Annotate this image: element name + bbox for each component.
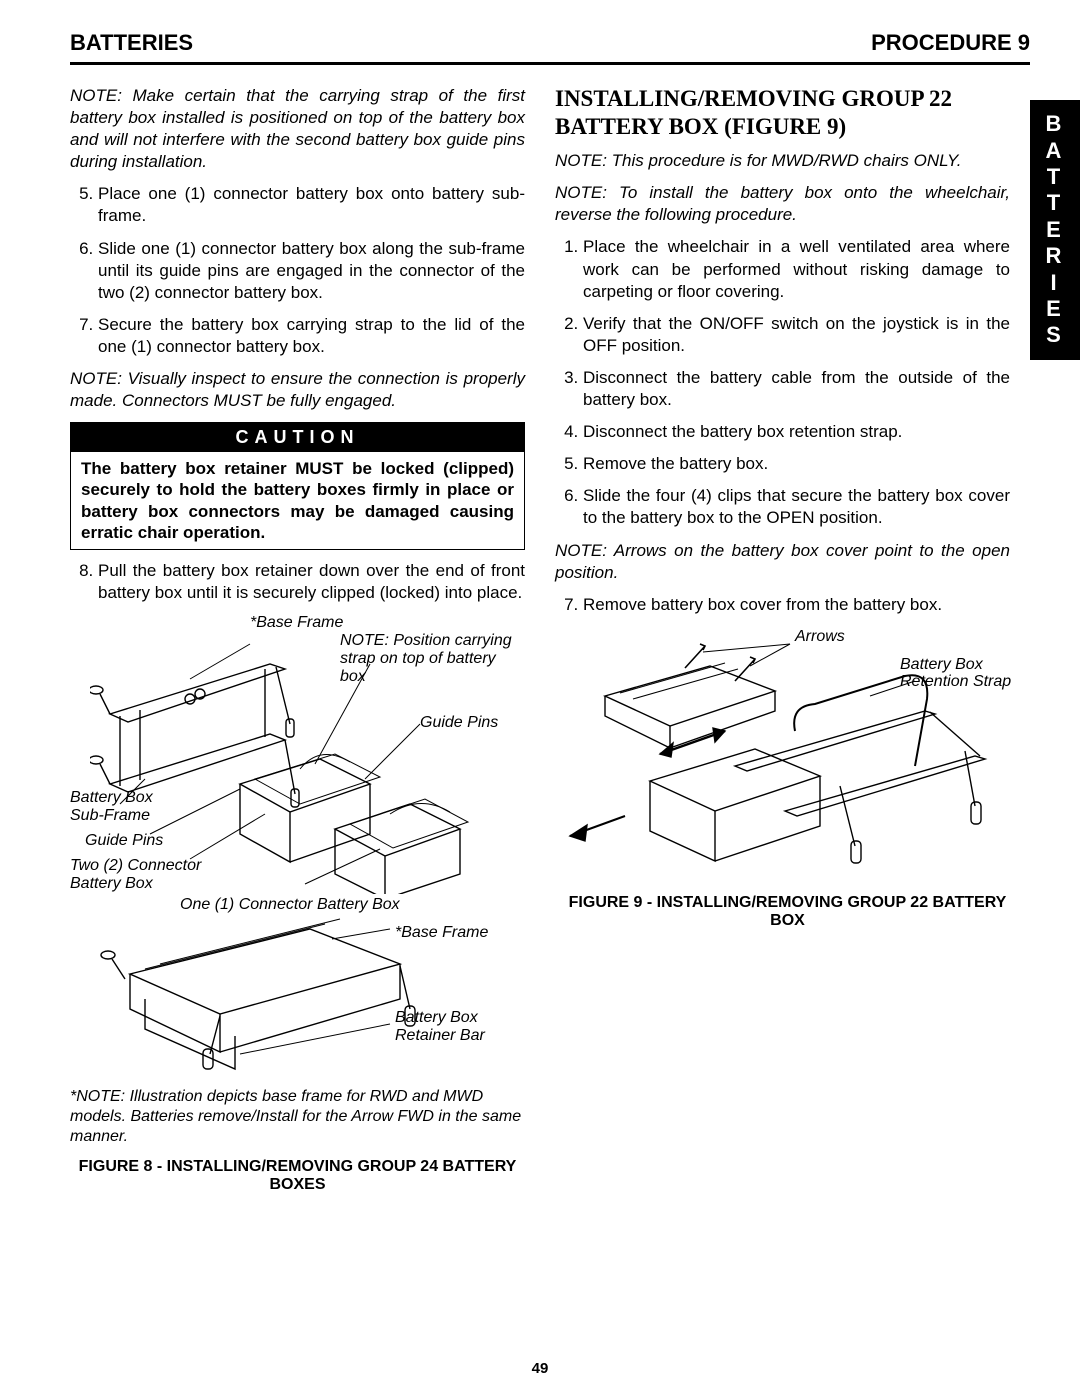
fig9-caption: FIGURE 9 - INSTALLING/REMOVING GROUP 22 … [555,894,1020,930]
r-step-5: Remove the battery box. [583,453,1010,475]
steps-1to6: Place the wheelchair in a well ventilate… [555,236,1010,529]
r-step-1: Place the wheelchair in a well ventilate… [583,236,1010,302]
steps-8: Pull the battery box retainer down over … [70,560,525,604]
lbl-two-conn: Two (2) Connector Battery Box [70,857,220,892]
lbl-guide-pins-1: Guide Pins [420,714,498,732]
note-inspect: NOTE: Visually inspect to ensure the con… [70,368,525,412]
side-tab: BATTERIES [1030,100,1080,360]
header-left: BATTERIES [70,30,193,56]
left-column: NOTE: Make certain that the carrying str… [70,85,525,1174]
caution-body: The battery box retainer MUST be locked … [71,452,524,549]
r-step-2: Verify that the ON/OFF switch on the joy… [583,313,1010,357]
step-7: Secure the battery box carrying strap to… [98,314,525,358]
lbl-base-frame-1: *Base Frame [250,614,343,632]
caution-box: CAUTION The battery box retainer MUST be… [70,422,525,550]
r-step-6: Slide the four (4) clips that secure the… [583,485,1010,529]
r-step-7: Remove battery box cover from the batter… [583,594,1010,616]
note-arrows: NOTE: Arrows on the battery box cover po… [555,540,1010,584]
note-mwd-rwd: NOTE: This procedure is for MWD/RWD chai… [555,150,1010,172]
r-step-4: Disconnect the battery box retention str… [583,421,1010,443]
lbl-note-position: NOTE: Position carrying strap on top of … [340,632,515,685]
lbl-base-frame-2: *Base Frame [395,924,488,942]
fig8-footnote: *NOTE: Illustration depicts base frame f… [70,1087,525,1147]
r-step-3: Disconnect the battery cable from the ou… [583,367,1010,411]
note-strap: NOTE: Make certain that the carrying str… [70,85,525,173]
page-number: 49 [0,1360,1080,1377]
figure-9: Arrows Battery Box Retention Strap FIGUR… [555,626,1020,926]
right-column: INSTALLING/REMOVING GROUP 22 BATTERY BOX… [555,85,1010,1174]
lbl-guide-pins-2: Guide Pins [85,832,163,850]
lbl-retainer-bar: Battery Box Retainer Bar [395,1009,505,1044]
step-5: Place one (1) connector battery box onto… [98,183,525,227]
lbl-one-conn: One (1) Connector Battery Box [180,896,400,914]
caution-header: CAUTION [71,423,524,452]
figure-8: *Base Frame NOTE: Position carrying stra… [70,614,525,1174]
steps-5to7: Place one (1) connector battery box onto… [70,183,525,358]
lbl-arrows: Arrows [795,628,845,646]
lbl-ret-strap: Battery Box Retention Strap [900,656,1020,691]
steps-7: Remove battery box cover from the batter… [555,594,1010,616]
note-reverse: NOTE: To install the battery box onto th… [555,182,1010,226]
section-title: INSTALLING/REMOVING GROUP 22 BATTERY BOX… [555,85,1010,140]
lbl-bb-subframe: Battery Box Sub-Frame [70,789,170,824]
fig8-caption: FIGURE 8 - INSTALLING/REMOVING GROUP 24 … [70,1158,525,1194]
header-right: PROCEDURE 9 [871,30,1030,56]
step-8: Pull the battery box retainer down over … [98,560,525,604]
page-header: BATTERIES PROCEDURE 9 [70,30,1030,65]
step-6: Slide one (1) connector battery box alon… [98,238,525,304]
